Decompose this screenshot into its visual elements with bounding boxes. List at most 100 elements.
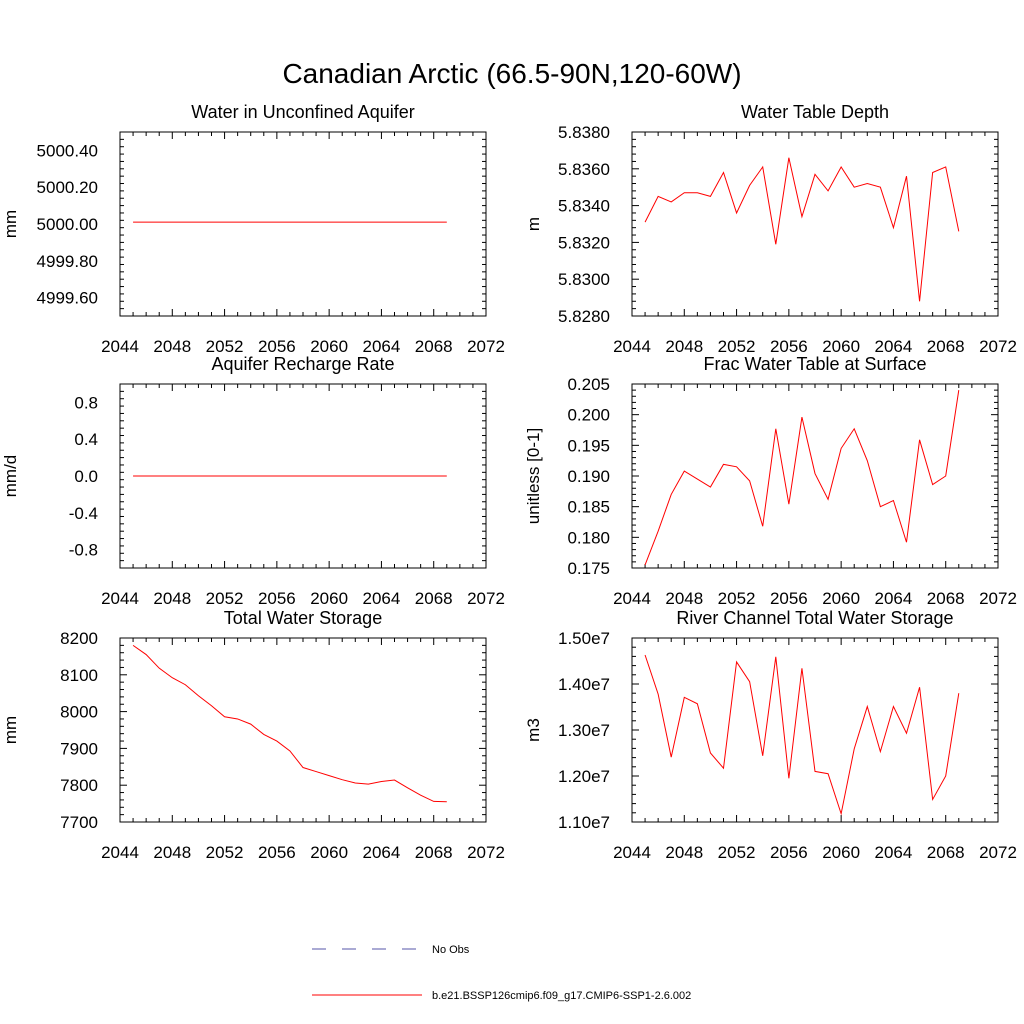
y-tick-label: 4999.80 [37, 252, 98, 271]
x-tick-label: 2048 [665, 337, 703, 356]
y-tick-label: 0.195 [567, 436, 610, 455]
y-tick-label: 0.205 [567, 375, 610, 394]
panel-title: Frac Water Table at Surface [703, 354, 926, 374]
plot-frame [631, 637, 999, 823]
panel-title: Water in Unconfined Aquifer [191, 102, 414, 122]
legend-label-model-run: b.e21.BSSP126cmip6.f09_g17.CMIP6-SSP1-2.… [432, 990, 691, 1002]
x-tick-label: 2056 [258, 589, 296, 608]
y-tick-label: 1.40e7 [558, 675, 610, 694]
x-tick-label: 2052 [718, 843, 756, 862]
y-tick-label: 0.0 [74, 467, 98, 486]
y-axis-label: mm [1, 210, 20, 238]
plot-frame [631, 383, 999, 569]
x-tick-label: 2044 [101, 337, 139, 356]
y-tick-label: -0.8 [69, 541, 98, 560]
x-tick-label: 2048 [153, 843, 191, 862]
y-axis-label: mm [1, 716, 20, 744]
x-tick-label: 2064 [875, 337, 913, 356]
chart-panel-frac-water-table-at-surface: Frac Water Table at Surface 2044 2048 2052 2… [524, 354, 1017, 608]
x-tick-label: 2060 [822, 589, 860, 608]
y-tick-label: 8200 [60, 629, 98, 648]
y-tick-label: 5000.00 [37, 215, 98, 234]
y-tick-label: 5.8320 [558, 233, 610, 252]
x-tick-label: 2068 [927, 337, 965, 356]
x-tick-label: 2072 [979, 843, 1017, 862]
panel-title: Aquifer Recharge Rate [211, 354, 394, 374]
y-tick-label: 0.185 [567, 498, 610, 517]
panel-title: River Channel Total Water Storage [676, 608, 953, 628]
x-tick-label: 2060 [310, 337, 348, 356]
chart-panel-aquifer-recharge-rate: Aquifer Recharge Rate 2044 2048 2052 2056 206… [1, 354, 505, 608]
x-tick-label: 2068 [415, 843, 453, 862]
legend-entry-no-obs: No Obs [312, 944, 470, 956]
series-line-0 [644, 390, 960, 566]
y-tick-label: 1.50e7 [558, 629, 610, 648]
x-tick-label: 2072 [979, 337, 1017, 356]
y-tick-label: 1.10e7 [558, 813, 610, 832]
x-tick-label: 2044 [613, 843, 651, 862]
y-tick-label: 5.8340 [558, 197, 610, 216]
y-tick-label: 5.8300 [558, 270, 610, 289]
x-tick-label: 2052 [718, 589, 756, 608]
chart-panel-total-water-storage: Total Water Storage 2044 2048 2052 2056 2060 2… [1, 608, 505, 862]
y-tick-label: 8000 [60, 703, 98, 722]
panels-container: Water in Unconfined Aquifer 2044 2048 2052 2… [1, 102, 1017, 862]
y-tick-label: 8100 [60, 666, 98, 685]
x-tick-label: 2068 [927, 843, 965, 862]
plot-frame [119, 131, 487, 317]
chart-panel-water-table-depth: Water Table Depth 2044 2048 2052 2056 2060 206… [524, 102, 1017, 356]
series-line-0 [644, 157, 960, 302]
y-tick-label: 5.8280 [558, 307, 610, 326]
x-tick-label: 2056 [770, 589, 808, 608]
y-tick-label: 0.4 [74, 430, 98, 449]
x-tick-label: 2044 [613, 337, 651, 356]
y-axis-label: mm/d [1, 455, 20, 498]
x-tick-label: 2056 [770, 843, 808, 862]
x-tick-label: 2068 [927, 589, 965, 608]
x-tick-label: 2052 [206, 589, 244, 608]
y-tick-label: 5000.40 [37, 141, 98, 160]
x-tick-label: 2056 [258, 337, 296, 356]
y-tick-label: 0.8 [74, 393, 98, 412]
y-tick-label: -0.4 [69, 504, 98, 523]
x-tick-label: 2048 [153, 589, 191, 608]
y-tick-label: 7700 [60, 813, 98, 832]
y-axis-label: m [524, 217, 543, 231]
panel-title: Total Water Storage [224, 608, 382, 628]
y-axis-label: m3 [524, 718, 543, 742]
x-tick-label: 2052 [206, 337, 244, 356]
y-tick-label: 0.200 [567, 406, 610, 425]
x-tick-label: 2044 [101, 589, 139, 608]
y-tick-label: 5000.20 [37, 178, 98, 197]
legend-entry-model-run: b.e21.BSSP126cmip6.f09_g17.CMIP6-SSP1-2.… [312, 990, 691, 1002]
x-tick-label: 2060 [822, 843, 860, 862]
y-tick-label: 7900 [60, 739, 98, 758]
x-tick-label: 2052 [718, 337, 756, 356]
x-tick-label: 2072 [467, 337, 505, 356]
figure-title: Canadian Arctic (66.5-90N,120-60W) [282, 58, 741, 89]
x-tick-label: 2048 [153, 337, 191, 356]
y-axis-label: unitless [0-1] [524, 428, 543, 524]
x-tick-label: 2044 [101, 843, 139, 862]
plot-frame [119, 637, 487, 823]
y-tick-label: 4999.60 [37, 289, 98, 308]
x-tick-label: 2060 [310, 589, 348, 608]
x-tick-label: 2072 [979, 589, 1017, 608]
x-tick-label: 2064 [875, 843, 913, 862]
x-tick-label: 2064 [875, 589, 913, 608]
x-tick-label: 2048 [665, 589, 703, 608]
y-tick-label: 0.175 [567, 559, 610, 578]
x-tick-label: 2072 [467, 843, 505, 862]
x-tick-label: 2064 [363, 337, 401, 356]
x-tick-label: 2064 [363, 589, 401, 608]
x-tick-label: 2068 [415, 337, 453, 356]
x-tick-label: 2048 [665, 843, 703, 862]
x-tick-label: 2072 [467, 589, 505, 608]
series-line-0 [132, 644, 447, 803]
series-line-0 [644, 654, 960, 816]
y-tick-label: 0.180 [567, 528, 610, 547]
y-tick-label: 0.190 [567, 467, 610, 486]
chart-panel-river-channel-total-water-storage: River Channel Total Water Storage 2044 204… [524, 608, 1017, 862]
plot-frame [631, 131, 999, 317]
